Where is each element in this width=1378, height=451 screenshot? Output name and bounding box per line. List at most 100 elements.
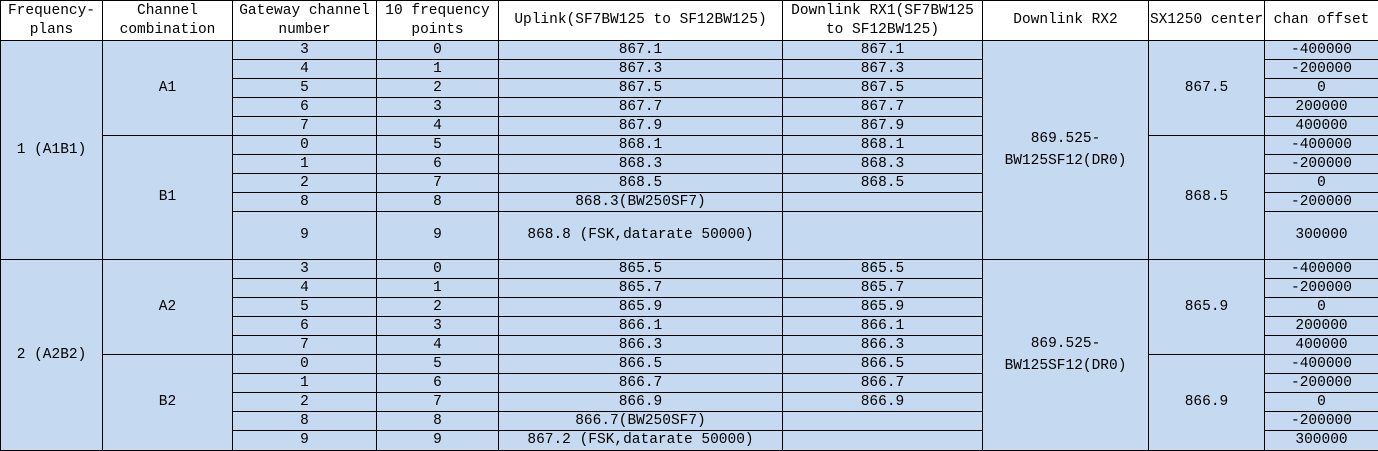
downlink-rx1-cell: 867.7 xyxy=(783,98,983,117)
uplink-cell: 867.3 xyxy=(499,60,783,79)
uplink-cell: 865.5 xyxy=(499,260,783,279)
header-uplink: Uplink(SF7BW125 to SF12BW125) xyxy=(499,1,783,41)
downlink-rx2-cell: 869.525-BW125SF12(DR0) xyxy=(983,41,1149,260)
chan-offset-cell: -400000 xyxy=(1265,136,1378,155)
downlink-rx1-cell: 866.5 xyxy=(783,355,983,374)
chan-offset-cell: -200000 xyxy=(1265,279,1378,298)
gateway-channel-cell: 9 xyxy=(233,212,377,260)
uplink-cell: 868.3 xyxy=(499,155,783,174)
gateway-channel-cell: 7 xyxy=(233,336,377,355)
gateway-channel-cell: 2 xyxy=(233,393,377,412)
gateway-channel-cell: 5 xyxy=(233,298,377,317)
uplink-cell: 867.2 (FSK,datarate 50000) xyxy=(499,431,783,451)
frequency-point-cell: 4 xyxy=(377,117,499,136)
header-row: Frequency-plans Channel combination Gate… xyxy=(1,1,1378,41)
uplink-cell: 867.9 xyxy=(499,117,783,136)
header-chan-offset: chan offset xyxy=(1265,1,1378,41)
header-channel-combination: Channel combination xyxy=(103,1,233,41)
frequency-point-cell: 8 xyxy=(377,193,499,212)
frequency-point-cell: 7 xyxy=(377,174,499,193)
downlink-rx1-cell: 865.7 xyxy=(783,279,983,298)
channel-combination-cell: A1 xyxy=(103,41,233,136)
header-sx1250-center: SX1250 center xyxy=(1149,1,1265,41)
chan-offset-cell: 400000 xyxy=(1265,336,1378,355)
gateway-channel-cell: 9 xyxy=(233,431,377,451)
header-downlink-rx2: Downlink RX2 xyxy=(983,1,1149,41)
chan-offset-cell: -400000 xyxy=(1265,41,1378,60)
chan-offset-cell: 200000 xyxy=(1265,98,1378,117)
uplink-cell: 865.7 xyxy=(499,279,783,298)
header-downlink-rx1: Downlink RX1(SF7BW125 to SF12BW125) xyxy=(783,1,983,41)
uplink-cell: 866.7(BW250SF7) xyxy=(499,412,783,431)
sx1250-center-cell: 865.9 xyxy=(1149,260,1265,355)
uplink-cell: 866.1 xyxy=(499,317,783,336)
downlink-rx1-cell: 866.9 xyxy=(783,393,983,412)
frequency-point-cell: 0 xyxy=(377,41,499,60)
uplink-cell: 866.9 xyxy=(499,393,783,412)
gateway-channel-cell: 8 xyxy=(233,193,377,212)
frequency-point-cell: 1 xyxy=(377,60,499,79)
chan-offset-cell: 0 xyxy=(1265,393,1378,412)
chan-offset-cell: -200000 xyxy=(1265,412,1378,431)
downlink-rx1-cell xyxy=(783,412,983,431)
uplink-cell: 866.5 xyxy=(499,355,783,374)
downlink-rx1-cell xyxy=(783,193,983,212)
header-frequency-points: 10 frequency points xyxy=(377,1,499,41)
chan-offset-cell: -200000 xyxy=(1265,60,1378,79)
chan-offset-cell: 200000 xyxy=(1265,317,1378,336)
downlink-rx1-cell: 868.1 xyxy=(783,136,983,155)
channel-combination-cell: A2 xyxy=(103,260,233,355)
gateway-channel-cell: 1 xyxy=(233,155,377,174)
downlink-rx1-cell: 865.5 xyxy=(783,260,983,279)
uplink-cell: 868.8 (FSK,datarate 50000) xyxy=(499,212,783,260)
downlink-rx2-cell: 869.525-BW125SF12(DR0) xyxy=(983,260,1149,451)
gateway-channel-cell: 0 xyxy=(233,355,377,374)
chan-offset-cell: -400000 xyxy=(1265,260,1378,279)
frequency-plan-cell: 2 (A2B2) xyxy=(1,260,103,451)
chan-offset-cell: -200000 xyxy=(1265,374,1378,393)
chan-offset-cell: 0 xyxy=(1265,298,1378,317)
gateway-channel-cell: 4 xyxy=(233,60,377,79)
frequency-point-cell: 3 xyxy=(377,98,499,117)
uplink-cell: 866.3 xyxy=(499,336,783,355)
chan-offset-cell: 300000 xyxy=(1265,431,1378,451)
gateway-channel-cell: 6 xyxy=(233,98,377,117)
frequency-point-cell: 2 xyxy=(377,79,499,98)
downlink-rx1-cell xyxy=(783,431,983,451)
chan-offset-cell: -400000 xyxy=(1265,355,1378,374)
uplink-cell: 867.5 xyxy=(499,79,783,98)
chan-offset-cell: 400000 xyxy=(1265,117,1378,136)
gateway-channel-cell: 4 xyxy=(233,279,377,298)
frequency-point-cell: 2 xyxy=(377,298,499,317)
downlink-rx1-cell: 867.3 xyxy=(783,60,983,79)
header-frequency-plans: Frequency-plans xyxy=(1,1,103,41)
frequency-point-cell: 7 xyxy=(377,393,499,412)
downlink-rx1-cell: 867.5 xyxy=(783,79,983,98)
downlink-rx1-cell: 867.9 xyxy=(783,117,983,136)
downlink-rx1-cell: 868.3 xyxy=(783,155,983,174)
downlink-rx1-cell: 868.5 xyxy=(783,174,983,193)
frequency-point-cell: 8 xyxy=(377,412,499,431)
uplink-cell: 868.3(BW250SF7) xyxy=(499,193,783,212)
header-gateway-channel: Gateway channel number xyxy=(233,1,377,41)
frequency-point-cell: 3 xyxy=(377,317,499,336)
frequency-plan-cell: 1 (A1B1) xyxy=(1,41,103,260)
frequency-point-cell: 4 xyxy=(377,336,499,355)
frequency-point-cell: 1 xyxy=(377,279,499,298)
frequency-point-cell: 0 xyxy=(377,260,499,279)
frequency-point-cell: 9 xyxy=(377,431,499,451)
uplink-cell: 868.5 xyxy=(499,174,783,193)
downlink-rx1-cell: 866.1 xyxy=(783,317,983,336)
gateway-channel-cell: 1 xyxy=(233,374,377,393)
chan-offset-cell: -200000 xyxy=(1265,155,1378,174)
channel-combination-cell: B1 xyxy=(103,136,233,260)
downlink-rx1-cell: 866.3 xyxy=(783,336,983,355)
downlink-rx1-cell: 866.7 xyxy=(783,374,983,393)
sx1250-center-cell: 868.5 xyxy=(1149,136,1265,260)
gateway-channel-cell: 0 xyxy=(233,136,377,155)
uplink-cell: 868.1 xyxy=(499,136,783,155)
